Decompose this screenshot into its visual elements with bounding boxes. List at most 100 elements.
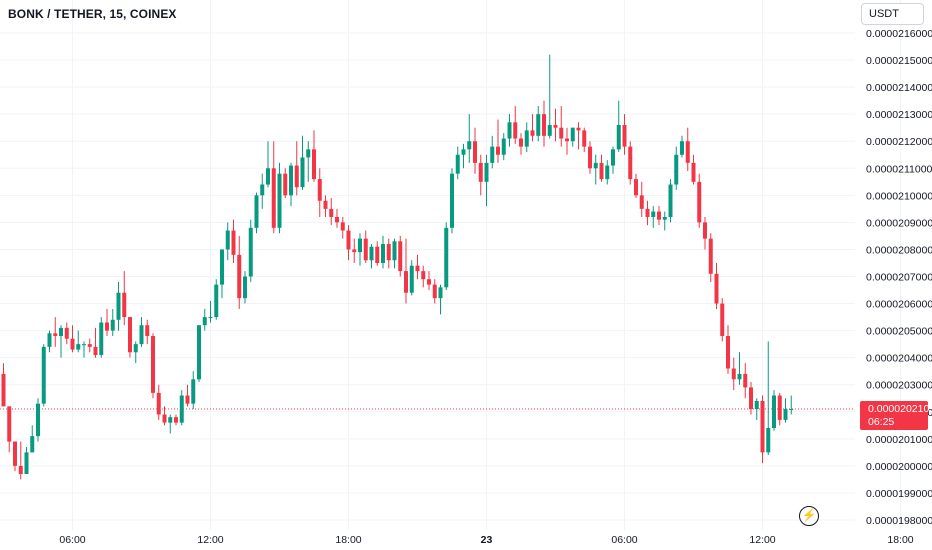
- candle-body: [243, 276, 247, 299]
- candle-body: [427, 279, 431, 285]
- time-tick-label: 18:00: [335, 534, 361, 546]
- candle: [24, 446, 29, 475]
- candle-body: [749, 387, 753, 410]
- candle-body: [41, 346, 46, 404]
- candle: [674, 146, 679, 190]
- candle-body: [300, 157, 305, 188]
- candle: [340, 216, 345, 239]
- candle-body: [317, 179, 322, 201]
- candle-body: [530, 130, 535, 136]
- candle-body: [363, 238, 368, 261]
- price-tick-label: 0.0000206000: [866, 299, 932, 311]
- candle-body: [737, 373, 742, 380]
- candle-body: [501, 138, 506, 155]
- candle: [588, 141, 592, 174]
- candle: [616, 100, 621, 153]
- candle-body: [82, 344, 86, 346]
- candle: [450, 168, 454, 234]
- candle: [294, 141, 299, 196]
- candle: [7, 406, 12, 453]
- candle-body: [404, 271, 408, 293]
- candle-body: [588, 146, 592, 169]
- candle: [622, 114, 627, 155]
- candle-body: [248, 227, 253, 277]
- candle: [582, 127, 587, 153]
- candle: [208, 300, 213, 323]
- candle: [634, 173, 638, 199]
- candle-body: [220, 249, 224, 285]
- candle-body: [760, 400, 765, 453]
- candle-body: [455, 154, 460, 174]
- candle: [53, 317, 58, 347]
- candle-body: [513, 122, 518, 139]
- candle-body: [329, 208, 334, 217]
- candle: [202, 308, 207, 331]
- price-tick-label: 0.0000205000: [866, 326, 932, 338]
- candle-body: [634, 179, 638, 196]
- candle-body: [306, 149, 311, 158]
- candle: [266, 141, 270, 188]
- candle: [231, 219, 236, 263]
- candle: [329, 198, 334, 226]
- candle: [260, 173, 265, 209]
- price-tick-label: 0.0000209000: [866, 217, 932, 229]
- candle-body: [369, 246, 374, 261]
- candle: [714, 262, 719, 309]
- candle-body: [1, 373, 6, 407]
- candle-body: [59, 327, 63, 337]
- candle-body: [547, 124, 552, 136]
- candle: [484, 154, 489, 207]
- candle: [105, 308, 109, 337]
- candle: [300, 135, 305, 190]
- candle: [668, 179, 673, 223]
- candle: [381, 235, 385, 269]
- candle-body: [185, 395, 190, 404]
- candle-body: [478, 162, 483, 182]
- price-tick-label: 0.0000199000: [866, 488, 932, 500]
- candle: [697, 173, 702, 228]
- candle-body: [30, 436, 35, 453]
- candle-body: [421, 271, 426, 280]
- candle-body: [662, 216, 667, 220]
- candle: [237, 235, 242, 309]
- candle-body: [197, 325, 201, 380]
- candle: [507, 114, 512, 147]
- price-tick-label: 0.0000213000: [866, 109, 932, 121]
- candle: [174, 414, 178, 426]
- candle: [628, 141, 633, 185]
- candle-body: [783, 409, 788, 420]
- time-tick-label: 06:00: [611, 534, 637, 546]
- candle-body: [294, 165, 299, 188]
- candle-body: [777, 395, 782, 420]
- candle-body: [254, 195, 259, 228]
- candle-body: [70, 338, 75, 350]
- candle-body: [266, 168, 270, 185]
- candle-body: [611, 149, 615, 166]
- candle-body: [473, 141, 477, 163]
- time-tick-label: 12:00: [197, 534, 223, 546]
- candle: [13, 441, 17, 472]
- candle-body: [168, 417, 173, 423]
- candle-body: [674, 154, 679, 185]
- candle-body: [772, 395, 776, 429]
- currency-selector[interactable]: USDT: [861, 3, 924, 25]
- candle-body: [352, 249, 357, 253]
- candle: [404, 238, 408, 304]
- candle: [369, 244, 374, 269]
- candle: [501, 133, 506, 161]
- candle-body: [271, 168, 276, 228]
- candle: [82, 341, 86, 358]
- candle: [335, 208, 339, 228]
- candle: [214, 279, 219, 320]
- candle-body: [409, 265, 414, 293]
- candle: [116, 281, 121, 331]
- candle: [651, 206, 656, 228]
- price-tick-label: 0.0000198000: [866, 515, 932, 527]
- candle-body: [651, 211, 656, 217]
- candle: [708, 233, 713, 282]
- candle: [409, 260, 414, 296]
- candle-body: [703, 222, 707, 239]
- candle-body: [697, 181, 702, 223]
- lightning-bolt-icon[interactable]: ⚡: [799, 506, 819, 526]
